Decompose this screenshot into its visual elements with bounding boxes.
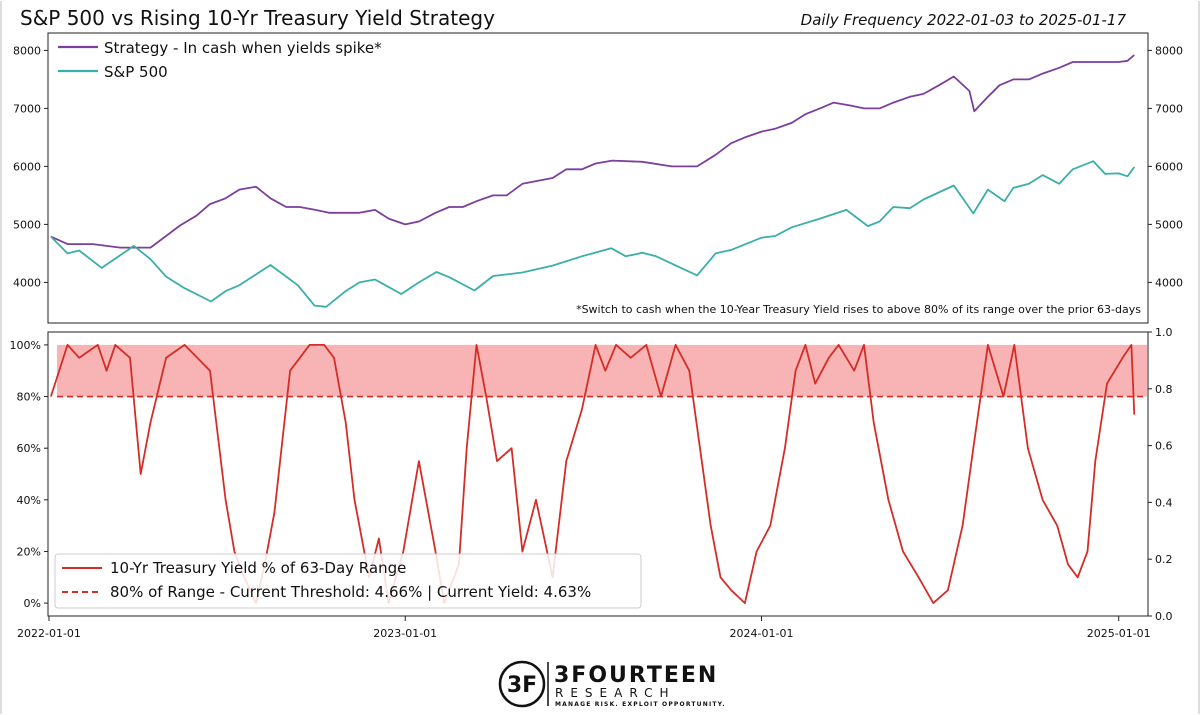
bottom-panel: 0% 20% 40% 60% 80% 100% 0.0 0.2 0.4 0.6 0.8 1.0 2022… <box>10 326 1173 640</box>
bottom-ytick-right-label: 0.0 <box>1155 610 1173 623</box>
chart-subtitle: Daily Frequency 2022-01-03 to 2025-01-17 <box>801 11 1127 29</box>
bottom-ytick-left-label: 20% <box>17 545 41 558</box>
legend-strategy-label: Strategy - In cash when yields spike* <box>104 39 382 57</box>
xtick-label: 2022-01-01 <box>17 627 81 640</box>
above-threshold-band <box>57 344 1147 397</box>
bottom-ytick-left-label: 60% <box>17 442 41 455</box>
bottom-ytick-left-label: 0% <box>24 597 41 610</box>
top-ytick-left-label: 7000 <box>13 102 41 115</box>
legend-sp500-label: S&P 500 <box>104 63 168 81</box>
legend-yield-label: 10-Yr Treasury Yield % of 63-Day Range <box>110 559 406 577</box>
top-ytick-right-label: 7000 <box>1155 102 1183 115</box>
bottom-ytick-left-label: 80% <box>17 391 41 404</box>
top-footnote: *Switch to cash when the 10-Year Treasur… <box>576 303 1141 316</box>
logo-monogram: 3F <box>507 673 537 698</box>
bottom-ytick-left-label: 40% <box>17 494 41 507</box>
top-ytick-right-label: 4000 <box>1155 276 1183 289</box>
bottom-ytick-right-label: 0.6 <box>1155 440 1173 453</box>
top-ytick-right-label: 5000 <box>1155 218 1183 231</box>
top-ytick-right-label: 6000 <box>1155 160 1183 173</box>
top-panel: 4000 4000 5000 5000 6000 6000 7000 7000 8000 8000… <box>13 32 1183 324</box>
xtick-label: 2024-01-01 <box>730 627 794 640</box>
strategy-line <box>50 54 1135 249</box>
top-legend: Strategy - In cash when yields spike* S&… <box>58 39 382 81</box>
legend-threshold-label: 80% of Range - Current Threshold: 4.66% … <box>110 583 591 601</box>
top-ytick-left-label: 5000 <box>13 218 41 231</box>
brand-logo: 3F 3FOURTEEN RESEARCH MANAGE RISK. EXPLO… <box>498 660 726 708</box>
bottom-ytick-right-label: 0.4 <box>1155 496 1173 509</box>
bottom-ytick-right-label: 0.8 <box>1155 383 1173 396</box>
sp500-line <box>50 160 1136 308</box>
bottom-ytick-right-label: 0.2 <box>1155 553 1173 566</box>
top-ytick-left-label: 4000 <box>13 276 41 289</box>
logo-research: RESEARCH <box>555 686 675 700</box>
xtick-label: 2025-01-01 <box>1087 627 1151 640</box>
logo-name: 3FOURTEEN <box>554 663 718 688</box>
logo-ring <box>498 660 546 708</box>
xtick-label: 2023-01-01 <box>373 627 437 640</box>
top-ytick-right-label: 8000 <box>1155 44 1183 57</box>
top-ytick-left-label: 6000 <box>13 160 41 173</box>
logo-tagline: MANAGE RISK. EXPLOIT OPPORTUNITY. <box>555 701 726 708</box>
bottom-legend: 10-Yr Treasury Yield % of 63-Day Range 8… <box>54 553 642 609</box>
top-ytick-left-label: 8000 <box>13 44 41 57</box>
chart-title: S&P 500 vs Rising 10-Yr Treasury Yield S… <box>20 6 495 30</box>
bottom-ytick-right-label: 1.0 <box>1155 326 1173 339</box>
bottom-legend-box <box>54 553 642 609</box>
top-plot-frame <box>47 32 1149 324</box>
bottom-ytick-left-label: 100% <box>10 339 41 352</box>
